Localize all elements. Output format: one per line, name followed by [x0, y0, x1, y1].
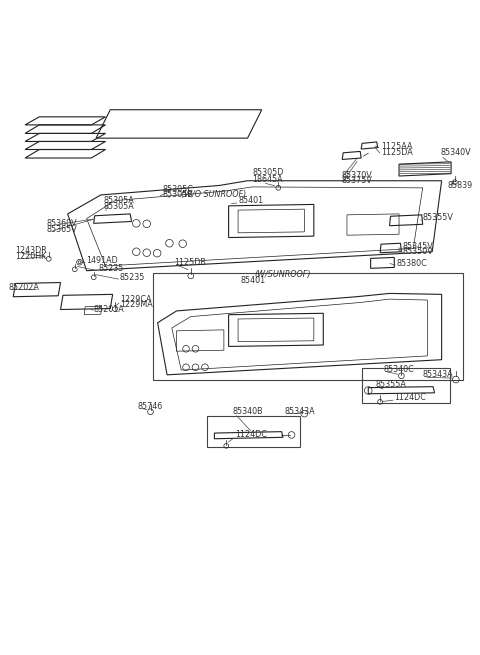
- Text: 1125DB: 1125DB: [174, 257, 206, 267]
- Bar: [362, 367, 450, 403]
- Text: 85355A: 85355A: [375, 380, 406, 389]
- Text: 85305C: 85305C: [162, 185, 193, 194]
- Text: 85235: 85235: [120, 273, 145, 282]
- Text: 85343A: 85343A: [285, 407, 315, 417]
- Text: 1229CA: 1229CA: [120, 295, 151, 304]
- Text: 85746: 85746: [138, 402, 163, 411]
- Bar: [207, 417, 300, 447]
- Text: 85350V: 85350V: [403, 247, 433, 256]
- Text: 1220HK: 1220HK: [15, 252, 47, 261]
- Text: 85343A: 85343A: [423, 370, 453, 379]
- Text: 85365V: 85365V: [47, 225, 77, 234]
- Text: 1125DA: 1125DA: [382, 148, 413, 157]
- Text: 85201A: 85201A: [94, 305, 124, 314]
- Polygon shape: [157, 293, 442, 375]
- Text: 85380C: 85380C: [396, 259, 427, 268]
- Text: 85305A: 85305A: [103, 196, 134, 205]
- Text: 85839: 85839: [447, 181, 473, 190]
- Text: 85202A: 85202A: [9, 283, 39, 292]
- Text: 85305B: 85305B: [162, 191, 193, 200]
- Text: 85340C: 85340C: [384, 365, 415, 373]
- Text: 1229MA: 1229MA: [120, 300, 153, 309]
- Text: 1124DC: 1124DC: [235, 430, 267, 439]
- Polygon shape: [68, 181, 442, 271]
- Text: 85355V: 85355V: [423, 213, 454, 222]
- Text: 85375V: 85375V: [341, 176, 372, 185]
- Text: 85340B: 85340B: [232, 407, 263, 417]
- Text: 85345V: 85345V: [403, 242, 433, 251]
- Text: (W/SUNROOF): (W/SUNROOF): [255, 270, 311, 279]
- Text: (W/O SUNROOF): (W/O SUNROOF): [181, 191, 247, 200]
- Text: 1124DC: 1124DC: [394, 393, 426, 402]
- Text: 85340V: 85340V: [441, 148, 471, 157]
- Text: 85370V: 85370V: [341, 170, 372, 179]
- Text: 1125AA: 1125AA: [382, 142, 413, 151]
- Text: 85235: 85235: [98, 265, 124, 273]
- Text: 1491AD: 1491AD: [86, 256, 119, 265]
- Text: 85305D: 85305D: [252, 168, 284, 177]
- Text: 18645A: 18645A: [252, 176, 283, 184]
- Text: 85360V: 85360V: [47, 219, 77, 228]
- Text: 85401: 85401: [240, 276, 265, 285]
- Text: 85401: 85401: [238, 196, 263, 205]
- Bar: [153, 273, 463, 379]
- Text: 85305A: 85305A: [103, 202, 134, 211]
- Text: 1243DR: 1243DR: [15, 246, 48, 255]
